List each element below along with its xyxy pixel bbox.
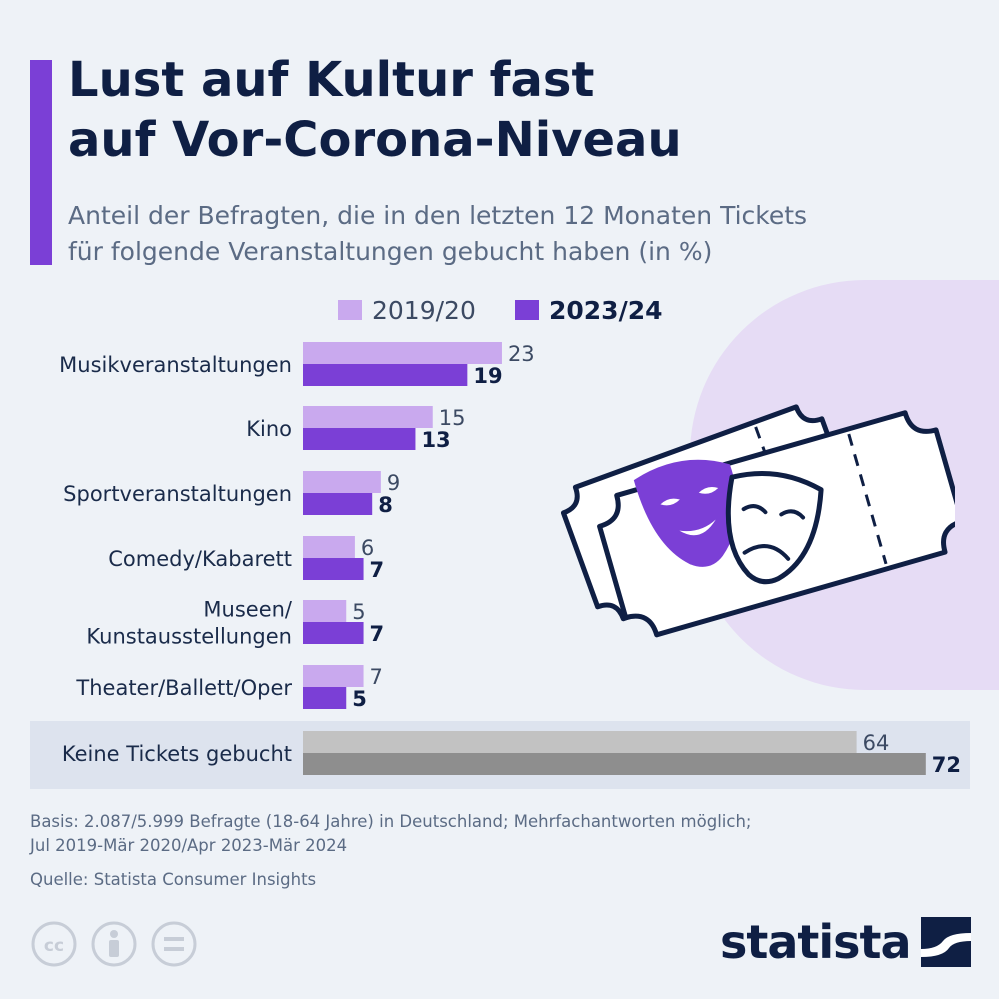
bar-2019	[303, 406, 433, 428]
category-label: Theater/Ballett/Oper	[75, 676, 292, 700]
bar-2019	[303, 731, 857, 753]
data-label-2023: 8	[378, 493, 393, 517]
cc-icon[interactable]: cc	[31, 921, 77, 967]
source-note: Quelle: Statista Consumer Insights	[30, 870, 317, 889]
data-label-2019: 6	[361, 536, 374, 560]
page-title: Lust auf Kultur fast auf Vor-Corona-Nive…	[68, 50, 682, 170]
category-label: Museen/	[203, 598, 293, 622]
subtitle-line-1: Anteil der Befragten, die in den letzten…	[68, 201, 808, 230]
subtitle: Anteil der Befragten, die in den letzten…	[68, 198, 807, 270]
bar-2023	[303, 428, 416, 450]
title-line-1: Lust auf Kultur fast	[68, 52, 595, 108]
data-label-2019: 5	[352, 600, 365, 624]
svg-text:cc: cc	[44, 936, 64, 956]
equals-icon[interactable]	[151, 921, 197, 967]
category-label: Keine Tickets gebucht	[62, 742, 292, 766]
data-label-2023: 5	[352, 687, 367, 711]
data-label-2019: 7	[370, 665, 383, 689]
category-label: Kino	[246, 417, 292, 441]
data-label-2019: 64	[863, 731, 890, 755]
bar-2023	[303, 687, 347, 709]
basis-note-line-1: Basis: 2.087/5.999 Befragte (18-64 Jahre…	[30, 812, 752, 831]
brand-name[interactable]: statista	[720, 915, 912, 969]
ticket-illustration	[560, 404, 955, 638]
legend-label-2023: 2023/24	[549, 296, 663, 325]
bar-2019	[303, 665, 364, 687]
title-line-2: auf Vor-Corona-Niveau	[68, 112, 682, 168]
data-label-2023: 19	[473, 364, 502, 388]
person-icon[interactable]	[91, 921, 137, 967]
data-label-2023: 72	[932, 753, 961, 777]
data-label-2023: 7	[370, 558, 385, 582]
statista-logo-icon[interactable]	[920, 917, 971, 967]
subtitle-line-2: für folgende Veranstaltungen gebucht hab…	[68, 237, 713, 266]
theater-masks-icon	[633, 459, 824, 585]
data-label-2019: 9	[387, 471, 400, 495]
bar-2023	[303, 558, 364, 580]
category-label: Comedy/Kabarett	[108, 547, 292, 571]
data-label-2019: 15	[439, 406, 466, 430]
category-label: Sportveranstaltungen	[63, 482, 292, 506]
bar-2023	[303, 753, 926, 775]
brand: statista	[720, 915, 971, 969]
bar-2023	[303, 622, 364, 644]
category-label: Kunstausstellungen	[86, 625, 292, 649]
bar-2019	[303, 600, 347, 622]
data-label-2023: 7	[370, 622, 385, 646]
bar-2019	[303, 471, 381, 493]
legend-swatch-2023	[515, 300, 539, 320]
legend-label-2019: 2019/20	[372, 296, 476, 325]
license-icons: cc	[31, 921, 197, 967]
category-label: Musikveranstaltungen	[59, 353, 292, 377]
footer: Basis: 2.087/5.999 Befragte (18-64 Jahre…	[30, 810, 751, 892]
data-label-2019: 23	[508, 342, 535, 366]
bar-2019	[303, 536, 355, 558]
legend-swatch-2019	[338, 300, 362, 320]
title-accent-bar	[30, 60, 52, 265]
data-label-2023: 13	[421, 428, 450, 452]
basis-note-line-2: Jul 2019-Mär 2020/Apr 2023-Mär 2024	[30, 836, 348, 855]
bar-2023	[303, 364, 468, 386]
bar-2019	[303, 342, 502, 364]
bar-2023	[303, 493, 373, 515]
